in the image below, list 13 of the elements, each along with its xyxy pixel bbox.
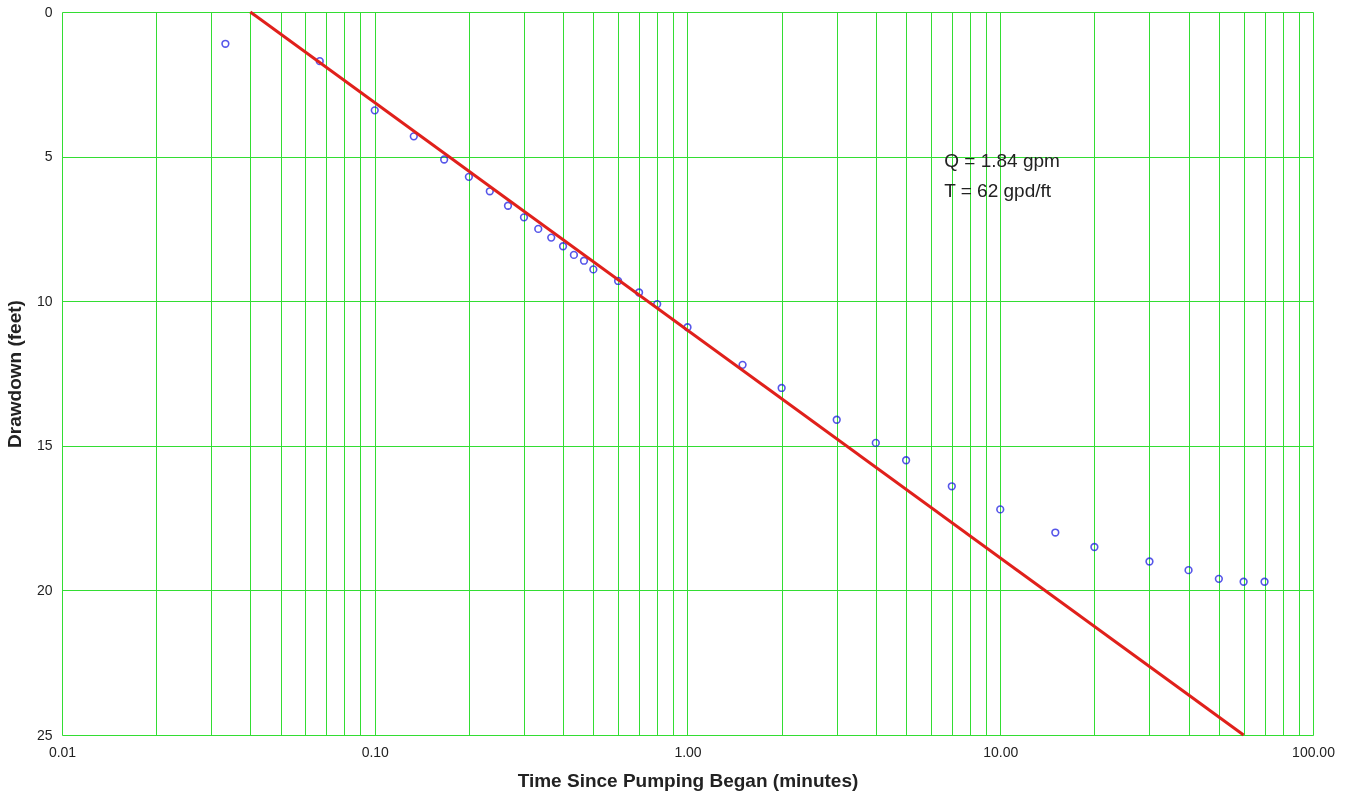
y-tick-label: 25 [36,726,53,743]
y-axis-title: Drawdown (feet) [3,300,25,448]
x-axis-title: Time Since Pumping Began (minutes) [517,769,859,791]
y-tick-label: 0 [44,3,53,20]
y-tick-label: 20 [36,581,53,598]
y-tick-label: 5 [44,148,53,165]
x-tick-label: 100.00 [1292,743,1336,760]
y-tick-label: 15 [36,437,53,454]
x-tick-label: 10.00 [983,743,1019,760]
x-tick-label: 0.01 [48,743,77,760]
x-tick-label: 1.00 [674,743,702,760]
x-tick-label: 0.10 [361,743,390,760]
y-tick-label: 10 [36,292,53,309]
